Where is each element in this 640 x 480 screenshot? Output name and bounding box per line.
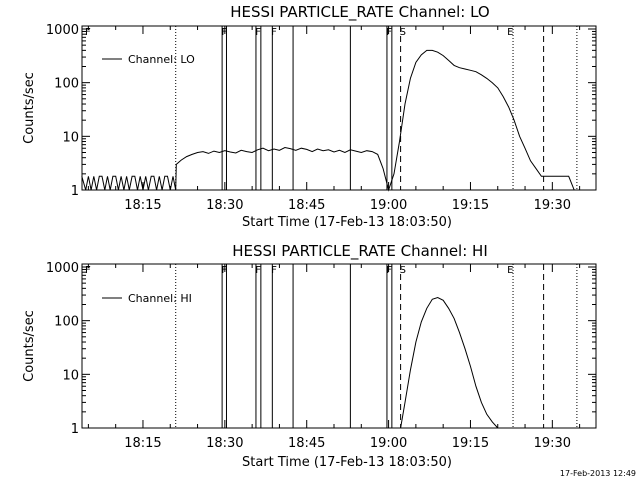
panel-lo-flag-label: E xyxy=(507,27,513,38)
panel-lo-x-tick-label: 19:00 xyxy=(370,198,407,213)
panel-hi-y-tick-label: 10 xyxy=(62,368,79,383)
panel-lo-flag-label: F xyxy=(271,27,277,38)
panel-lo-title: HESSI PARTICLE_RATE Channel: LO xyxy=(230,3,489,22)
panel-hi-title: HESSI PARTICLE_RATE Channel: HI xyxy=(232,242,488,261)
panel-lo-x-tick-label: 19:15 xyxy=(452,198,489,213)
panel-hi-flag-label: F xyxy=(271,265,277,276)
panel-hi-x-tick-label: 19:30 xyxy=(534,436,571,451)
panel-hi-x-tick-label: 18:30 xyxy=(206,436,243,451)
panel-hi-frame xyxy=(81,263,597,429)
panel-hi-series-line xyxy=(400,296,499,429)
panel-lo-y-tick-label: 100 xyxy=(54,77,79,92)
panel-hi-legend-label: Channel: HI xyxy=(128,292,192,305)
panel-lo-flag-label: F xyxy=(255,27,261,38)
panel-lo-flag-label: F xyxy=(221,27,227,38)
panel-hi-y-tick-label: 100 xyxy=(54,315,79,330)
panel-hi-xlabel: Start Time (17-Feb-13 18:03:50) xyxy=(242,455,452,470)
panel-hi: HESSI PARTICLE_RATE Channel: HI 1 10 100 10… xyxy=(22,242,597,470)
panel-hi-flag-label: F xyxy=(221,265,227,276)
panel-lo-y-tick-label: 1000 xyxy=(46,23,79,38)
panel-lo-frame xyxy=(81,25,597,191)
panel-hi-flag-label: F xyxy=(255,265,261,276)
panel-lo-series-line xyxy=(81,49,586,192)
panel-lo: HESSI PARTICLE_RATE Channel: LO 1 10 100 10… xyxy=(22,3,597,230)
panel-hi-y-tick-label: 1 xyxy=(71,422,79,437)
panel-lo-x-tick-label: 19:30 xyxy=(534,198,571,213)
panel-lo-legend-label: Channel: LO xyxy=(128,53,195,66)
panel-hi-x-tick-label: 19:00 xyxy=(370,436,407,451)
panel-lo-x-tick-label: 18:45 xyxy=(288,198,325,213)
panel-lo-flag-label: F xyxy=(85,27,91,38)
panel-lo-flag-label: S xyxy=(400,27,406,38)
panel-hi-flag-label: E xyxy=(507,265,513,276)
panel-hi-x-tick-label: 19:15 xyxy=(452,436,489,451)
panel-lo-y-tick-label: 1 xyxy=(71,184,79,199)
panel-hi-x-tick-label: 18:15 xyxy=(124,436,161,451)
panel-lo-x-tick-label: 18:15 xyxy=(124,198,161,213)
panel-lo-ylabel: Counts/sec xyxy=(22,72,37,144)
panel-hi-flag-label: F xyxy=(386,265,392,276)
panel-lo-xlabel: Start Time (17-Feb-13 18:03:50) xyxy=(242,215,452,230)
panel-hi-flag-label: S xyxy=(400,265,406,276)
panel-hi-x-tick-label: 18:45 xyxy=(288,436,325,451)
panel-lo-y-tick-label: 10 xyxy=(62,130,79,145)
panel-lo-x-tick-label: 18:30 xyxy=(206,198,243,213)
panel-hi-y-tick-label: 1000 xyxy=(46,261,79,276)
panel-hi-flag-label: F xyxy=(85,265,91,276)
footer-timestamp: 17-Feb-2013 12:49 xyxy=(560,469,636,478)
panel-lo-flag-label: F xyxy=(386,27,392,38)
panel-hi-ylabel: Counts/sec xyxy=(22,310,37,382)
